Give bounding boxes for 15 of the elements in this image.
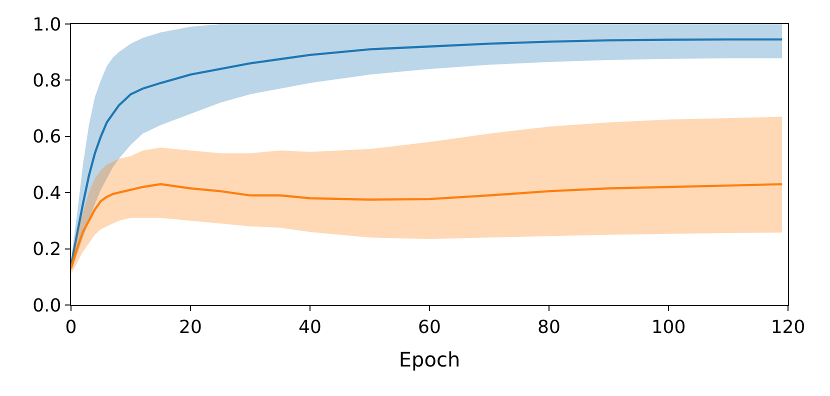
x-tick-label: 20 xyxy=(179,316,202,338)
y-tick-label: 0.4 xyxy=(32,182,62,204)
y-tick-label: 0.8 xyxy=(32,70,62,92)
y-tick-label: 1.0 xyxy=(32,14,62,36)
y-tick-label: 0.6 xyxy=(32,126,62,148)
x-axis-title: Epoch xyxy=(398,347,460,372)
x-tick-label: 80 xyxy=(538,316,560,338)
y-tick-label: 0.0 xyxy=(32,295,62,316)
line-series xyxy=(71,183,784,270)
x-tick-label: 100 xyxy=(651,316,686,338)
x-tick-label: 40 xyxy=(298,316,322,338)
x-tick-label: 120 xyxy=(770,316,806,338)
y-tick-label: 0.2 xyxy=(32,239,62,260)
x-tick-label: 0 xyxy=(65,316,77,338)
x-tick-label: 60 xyxy=(418,316,441,338)
